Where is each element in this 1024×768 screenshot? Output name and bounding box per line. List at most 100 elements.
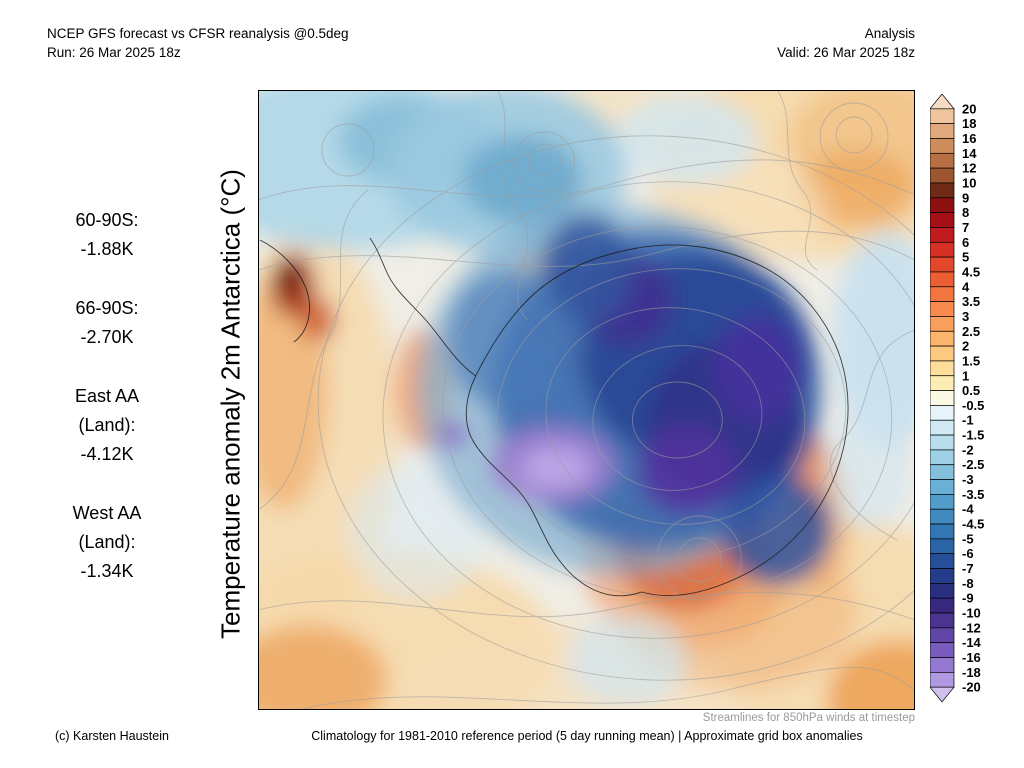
colorbar-cell <box>929 330 955 347</box>
colorbar-tick-label: 8 <box>962 205 969 220</box>
colorbar-tick-label: -20 <box>962 680 981 695</box>
colorbar-cell <box>929 138 955 154</box>
stat-label-2: (Land): <box>78 415 136 435</box>
colorbar-cell <box>929 167 955 184</box>
run-timestamp: Run: 26 Mar 2025 18z <box>47 45 181 60</box>
colorbar-cell <box>929 360 955 377</box>
colorbar-cell <box>929 256 955 273</box>
stat-west-aa-land: West AA (Land): -1.34K <box>28 499 186 586</box>
colorbar-cell <box>929 182 955 199</box>
colorbar-tick-label: -8 <box>962 576 974 591</box>
colorbar-cell <box>929 241 955 258</box>
stat-value: -4.12K <box>80 444 134 464</box>
colorbar-tick-label: -4.5 <box>962 517 984 532</box>
colorbar-tick-label: 2 <box>962 339 969 354</box>
stat-label-2: (Land): <box>78 532 136 552</box>
coastline <box>259 237 849 597</box>
colorbar-tick-label: -18 <box>962 665 981 680</box>
stat-label: West AA <box>72 503 142 523</box>
colorbar-cell <box>929 523 955 540</box>
colorbar-tick-label: -2.5 <box>962 457 984 472</box>
colorbar-tick-label: -1 <box>962 413 974 428</box>
header-right: Analysis Valid: 26 Mar 2025 18z <box>777 24 915 62</box>
colorbar-tick-label: -4 <box>962 502 974 517</box>
colorbar-cell <box>929 212 955 228</box>
colorbar-tick-label: 18 <box>962 116 976 131</box>
streamlines-note: Streamlines for 850hPa winds at timestep <box>702 712 915 724</box>
colorbar-tick-label: -3.5 <box>962 487 984 502</box>
colorbar-cell <box>929 375 955 391</box>
title-model-comparison: NCEP GFS forecast vs CFSR reanalysis @0.… <box>47 26 349 41</box>
colorbar-tick-label: 10 <box>962 175 976 190</box>
colorbar-cell <box>929 271 955 288</box>
colorbar-cell <box>929 657 955 673</box>
colorbar-tick-label: -3 <box>962 472 974 487</box>
climatology-note: Climatology for 1981-2010 reference peri… <box>311 729 863 743</box>
colorbar-tick-label: -12 <box>962 620 981 635</box>
streamlines-overlay <box>258 90 915 710</box>
map-border <box>258 90 915 710</box>
colorbar-cell <box>929 390 955 406</box>
colorbar-cell <box>929 583 955 599</box>
colorbar-arrow-bottom <box>929 686 955 703</box>
colorbar-cell <box>929 568 955 584</box>
colorbar-tick-label: 6 <box>962 235 969 250</box>
colorbar-tick-label: -6 <box>962 546 974 561</box>
colorbar-tick-label: 3.5 <box>962 294 980 309</box>
anomaly-map <box>258 90 915 710</box>
copyright: (c) Karsten Haustein <box>55 729 169 743</box>
stat-east-aa-land: East AA (Land): -4.12K <box>28 382 186 469</box>
colorbar-tick-label: 0.5 <box>962 383 980 398</box>
colorbar-tick-label: 16 <box>962 131 976 146</box>
anomaly-field <box>258 90 915 710</box>
stat-value: -1.34K <box>80 561 134 581</box>
region-stats: 60-90S: -1.88K 66-90S: -2.70K East AA (L… <box>28 206 186 616</box>
stat-66-90S: 66-90S: -2.70K <box>28 294 186 352</box>
colorbar-tick-label: -9 <box>962 591 974 606</box>
colorbar-legend: 20 18 16 14 12 10 9 8 7 6 5 4.5 4 3.5 3 2.5 2 1.5 1 0.5 -0.5… <box>929 93 1002 715</box>
colorbar-tick-label: 4 <box>962 279 970 294</box>
colorbar-cell <box>929 508 955 525</box>
stat-label: 66-90S: <box>75 298 139 318</box>
colorbar-cell <box>929 123 955 139</box>
mode-label: Analysis <box>864 26 915 41</box>
colorbar-cell <box>929 612 955 629</box>
colorbar-tick-label: -1.5 <box>962 428 984 443</box>
colorbar-tick-label: 7 <box>962 220 969 235</box>
colorbar-tick-label: -10 <box>962 606 981 621</box>
stat-value: -1.88K <box>80 239 134 259</box>
colorbar-tick-label: 5 <box>962 250 969 265</box>
colorbar-cell <box>929 345 955 362</box>
colorbar-cell <box>929 108 955 125</box>
header-left: NCEP GFS forecast vs CFSR reanalysis @0.… <box>47 24 349 62</box>
map-title-vertical: Temperature anomaly 2m Antarctica (°C) <box>215 169 246 639</box>
colorbar-cell <box>929 449 955 466</box>
colorbar-cell <box>929 494 955 510</box>
colorbar-canvas: 201816141210987654.543.532.521.510.5-0.5… <box>929 93 984 703</box>
colorbar-cell <box>929 286 955 302</box>
stat-label: East AA <box>74 386 140 406</box>
colorbar-cell <box>929 538 955 555</box>
colorbar-tick-label: 2.5 <box>962 324 980 339</box>
colorbar-cell <box>929 464 955 480</box>
colorbar-cell <box>929 553 955 569</box>
colorbar-tick-label: 3 <box>962 309 969 324</box>
colorbar-tick-label: -7 <box>962 561 974 576</box>
colorbar-cell <box>929 597 955 614</box>
colorbar-cell <box>929 434 955 451</box>
colorbar-tick-label: 14 <box>962 146 977 161</box>
colorbar-tick-label: 1.5 <box>962 353 980 368</box>
colorbar-cell <box>929 479 955 495</box>
stat-label: 60-90S: <box>75 210 139 230</box>
colorbar-cell <box>929 405 955 421</box>
colorbar-cell <box>929 671 955 688</box>
colorbar-cell <box>929 316 955 332</box>
stat-60-90S: 60-90S: -1.88K <box>28 206 186 264</box>
colorbar-tick-label: -2 <box>962 442 974 457</box>
colorbar-cell <box>929 301 955 317</box>
colorbar-arrow-top <box>929 93 955 110</box>
colorbar-tick-label: -5 <box>962 531 974 546</box>
colorbar-tick-label: -0.5 <box>962 398 984 413</box>
colorbar-cell <box>929 227 955 243</box>
